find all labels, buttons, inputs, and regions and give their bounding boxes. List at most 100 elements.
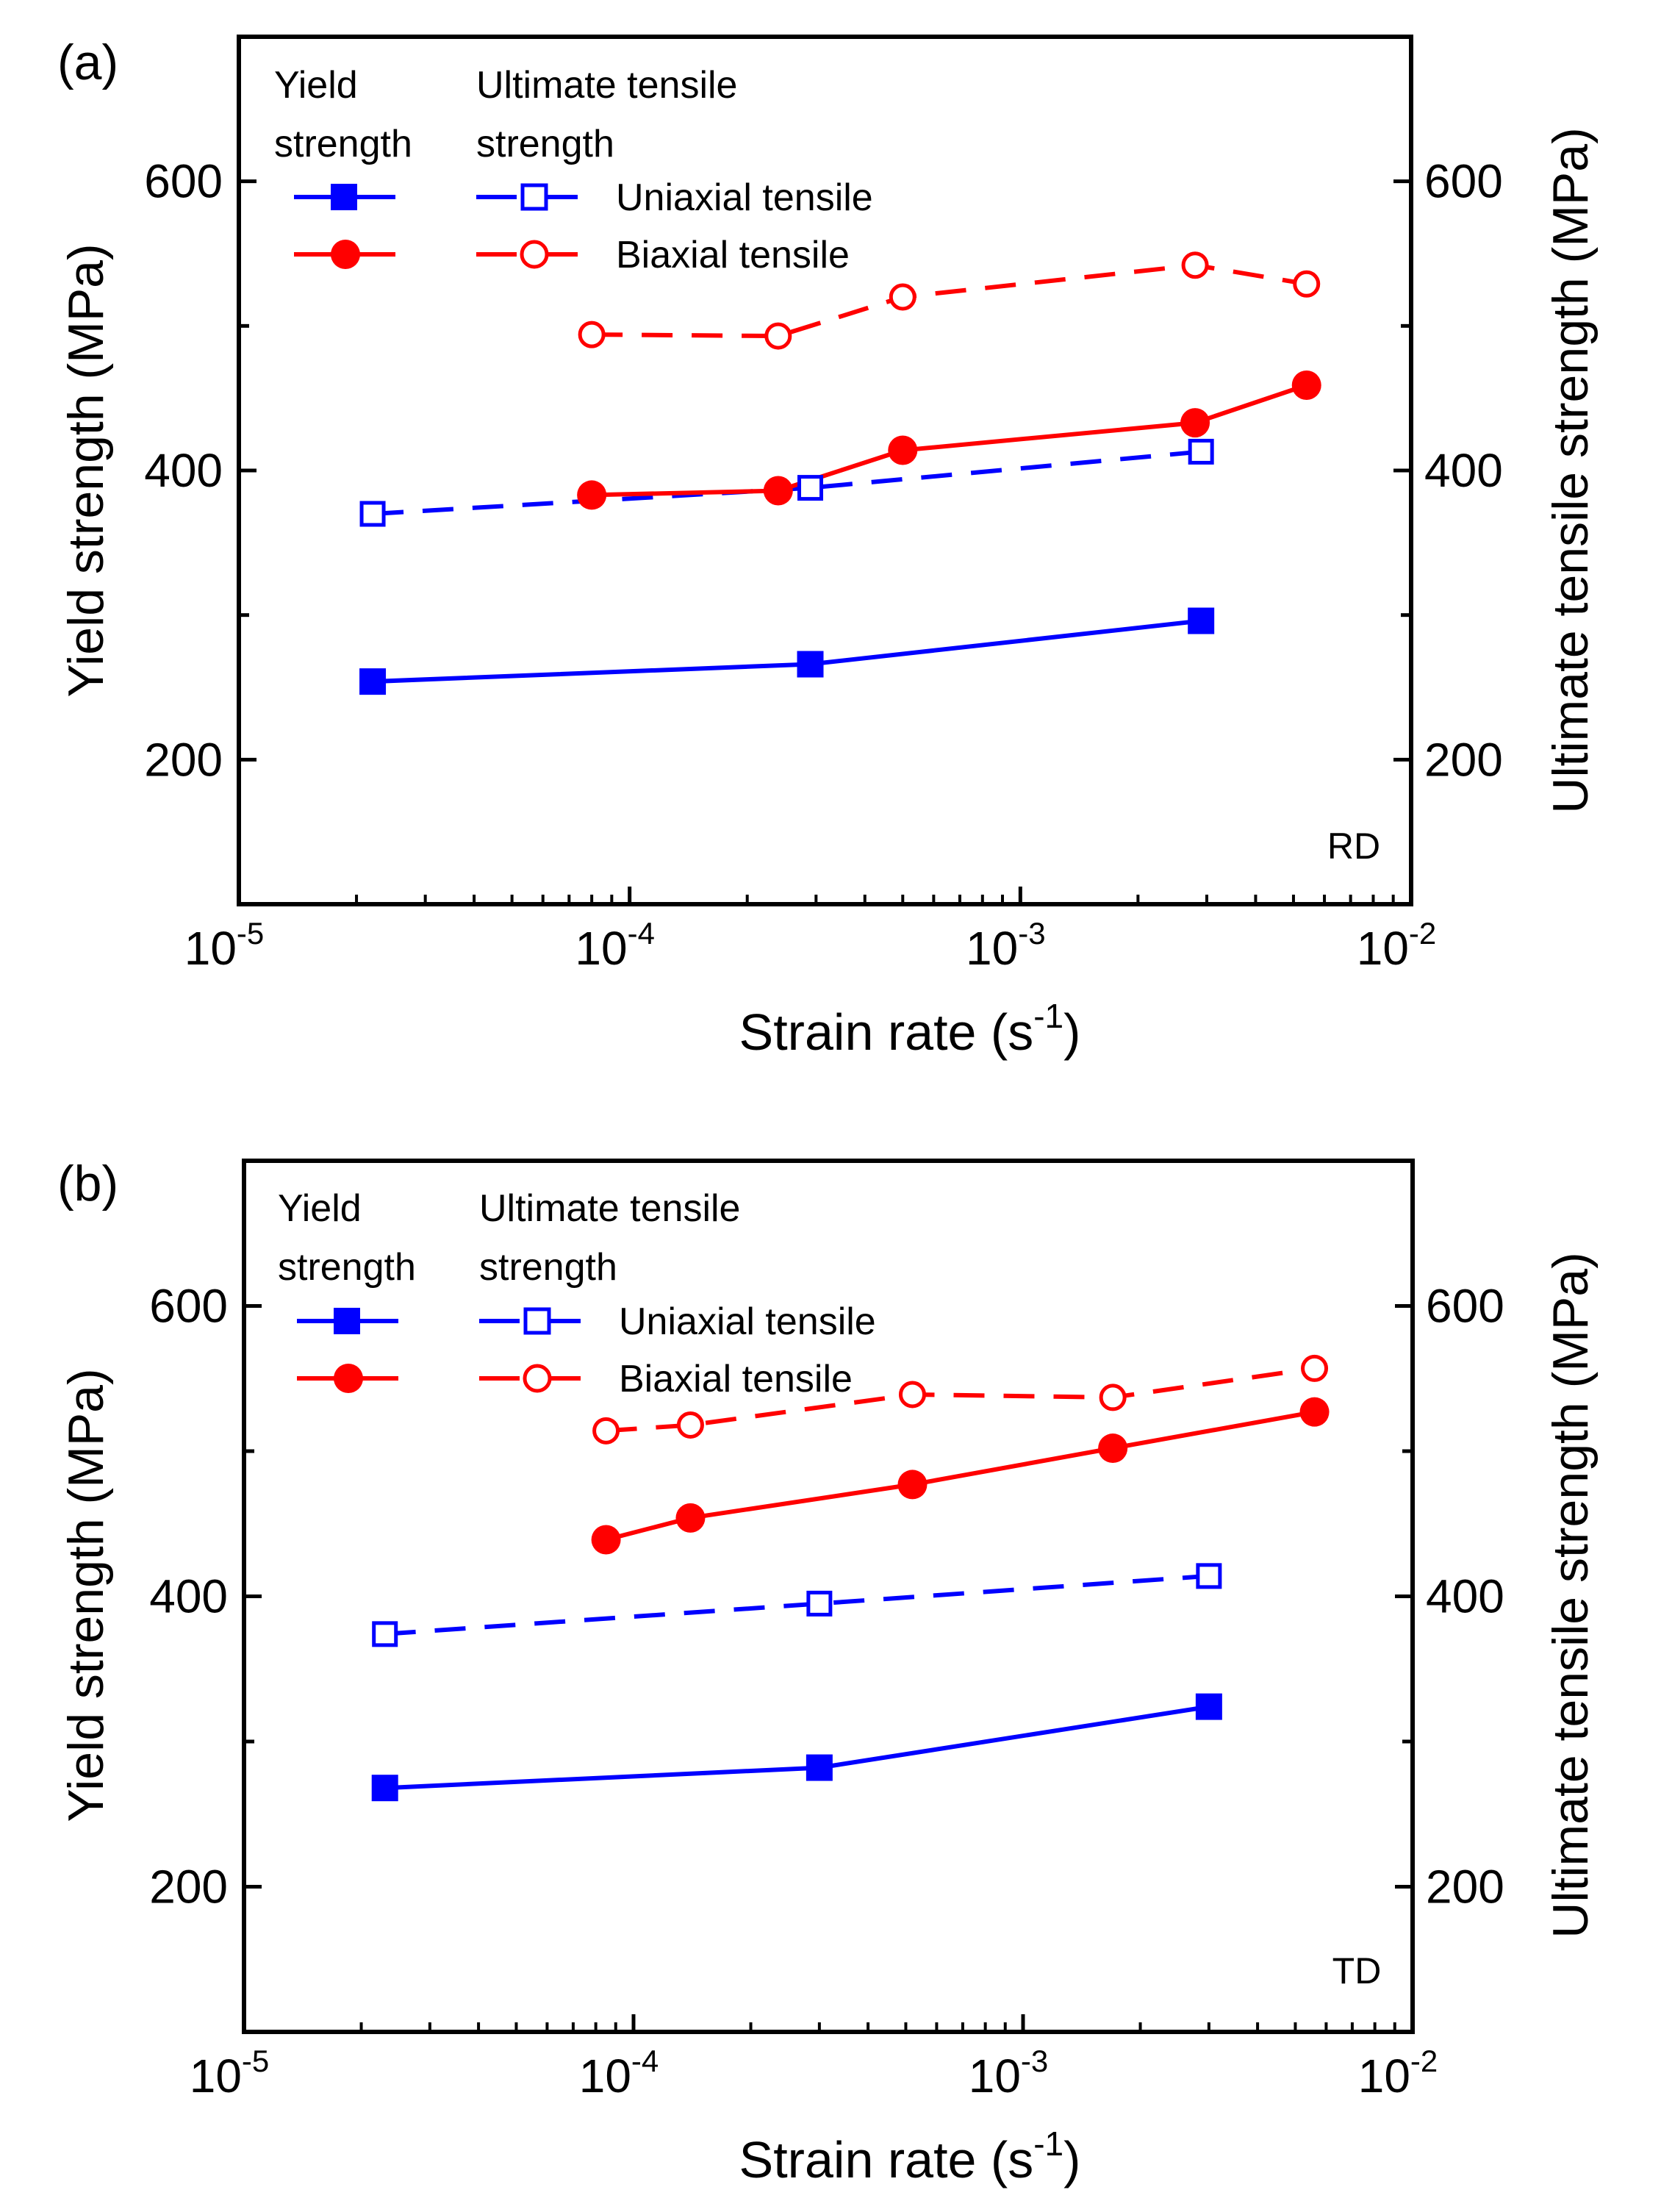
data-point [359, 668, 387, 695]
series-line [372, 449, 1202, 516]
data-point [577, 480, 607, 510]
data-point [676, 1411, 704, 1439]
data-point [372, 1621, 398, 1647]
data-point [1098, 1433, 1128, 1464]
x-axis-label: Strain rate (s-1) [739, 997, 1081, 1061]
legend-col2-line2: strength [476, 123, 614, 165]
y-tick-label: 400 [149, 1570, 228, 1623]
data-point [1299, 1397, 1330, 1427]
y2-tick-label: 200 [1426, 1861, 1504, 1914]
x-axis-label: Strain rate (s-1) [739, 2125, 1081, 2188]
data-point [797, 651, 824, 678]
legend-label-biaxial: Biaxial tensile [619, 1358, 853, 1400]
series-line [384, 1704, 1210, 1791]
data-point [806, 1754, 833, 1781]
y-tick-label: 400 [144, 444, 223, 497]
y-axis-label: Yield strength (MPa) [58, 243, 114, 697]
data-point [371, 1775, 398, 1802]
plot-layer [359, 251, 1321, 695]
legend-col1-line2: strength [278, 1246, 416, 1289]
y2-tick-label: 600 [1424, 155, 1503, 208]
y-tick-label: 600 [144, 155, 223, 208]
legend: Yield strength Ultimate tensile strength… [274, 64, 873, 276]
y-tick-label: 200 [149, 1861, 228, 1914]
x-tick-label: 10-2 [1358, 2044, 1438, 2102]
x-tick-label: 10-5 [190, 2044, 270, 2102]
series-line [384, 1573, 1210, 1636]
y2-tick-label: 400 [1424, 444, 1503, 497]
x-axis-label-main: Strain rate (s [739, 1003, 1034, 1061]
legend-col2-line1: Ultimate tensile [479, 1187, 740, 1230]
x-tick-label: 10-3 [969, 2044, 1049, 2102]
y2-tick-label: 200 [1424, 733, 1503, 786]
data-point [591, 1525, 621, 1555]
data-point [797, 475, 824, 501]
x-tick-label: 10-3 [966, 916, 1046, 975]
series-line [372, 618, 1202, 684]
data-point [1293, 270, 1321, 298]
legend-marker-uniaxial-uts [520, 183, 548, 211]
data-point [1195, 1693, 1222, 1720]
data-point [806, 1590, 833, 1617]
x-axis-label-sup: -1 [1033, 2125, 1063, 2163]
data-point [1291, 370, 1321, 400]
data-point [675, 1503, 706, 1533]
panel-label: (a) [57, 35, 118, 90]
x-axis-label-sup: -1 [1033, 997, 1063, 1035]
legend-marker-biaxial-uts [523, 1364, 552, 1393]
legend-marker-biaxial-yield [331, 240, 360, 269]
legend-col1-line1: Yield [278, 1187, 362, 1230]
data-point [1188, 607, 1215, 634]
data-point [1301, 1354, 1329, 1382]
x-tick-label: 10-4 [579, 2044, 659, 2102]
legend-marker-biaxial-uts [520, 240, 549, 269]
data-point [1196, 1563, 1222, 1589]
legend: Yield strength Ultimate tensile strength… [278, 1187, 876, 1400]
series-line [605, 1409, 1316, 1542]
direction-annotation: TD [1332, 1950, 1382, 1991]
data-point [898, 1381, 926, 1409]
legend-marker-uniaxial-yield [331, 184, 357, 210]
y2-tick-label: 400 [1426, 1570, 1504, 1623]
y-axis-label: Yield strength (MPa) [58, 1368, 114, 1822]
legend-label-uniaxial: Uniaxial tensile [616, 176, 873, 219]
data-point [578, 321, 606, 348]
panel-label: (b) [57, 1156, 118, 1211]
legend-marker-uniaxial-yield [334, 1308, 360, 1334]
data-point [1180, 408, 1210, 438]
data-point [1099, 1384, 1127, 1411]
data-point [763, 476, 793, 506]
plot-layer [371, 1354, 1330, 1802]
plot-frame [237, 35, 1413, 906]
x-tick-label: 10-2 [1357, 916, 1437, 975]
data-point [1181, 251, 1209, 279]
legend-col2-line2: strength [479, 1246, 617, 1289]
legend-label-biaxial: Biaxial tensile [616, 234, 850, 276]
direction-annotation: RD [1327, 826, 1380, 867]
y-tick-label: 600 [149, 1280, 228, 1333]
legend-col2-line1: Ultimate tensile [476, 64, 737, 107]
x-axis-label-main: Strain rate (s [739, 2131, 1034, 2188]
legend-col1-line1: Yield [274, 64, 358, 107]
axes-layer: 200 200 400 400 600 600 10-5 10-4 10-3 10-2 [149, 1280, 1504, 2103]
data-point [764, 322, 792, 350]
legend-col1-line2: strength [274, 123, 412, 165]
legend-marker-biaxial-yield [334, 1364, 363, 1393]
data-point [889, 283, 916, 311]
panel-a: (a) 200 200 400 400 600 600 10-5 10-4 10-3 10-2 Y… [57, 35, 1599, 1061]
legend-label-uniaxial: Uniaxial tensile [619, 1300, 876, 1343]
axes-layer: 200 200 400 400 600 600 10-5 10-4 10-3 10-2 [144, 155, 1503, 975]
data-point [888, 435, 918, 465]
x-tick-label: 10-5 [184, 916, 265, 975]
y-tick-label: 200 [144, 733, 223, 786]
y2-axis-label: Ultimate tensile strength (MPa) [1543, 1252, 1599, 1938]
legend-marker-uniaxial-uts [523, 1307, 551, 1335]
data-point [897, 1470, 928, 1500]
x-axis-label-end: ) [1063, 2131, 1080, 2188]
y2-axis-label: Ultimate tensile strength (MPa) [1543, 127, 1599, 813]
panel-b: (b) 200 200 400 400 600 600 10-5 10-4 10-3 10-2 Y… [57, 1156, 1599, 2188]
x-tick-label: 10-4 [575, 916, 655, 975]
y2-tick-label: 600 [1426, 1280, 1504, 1333]
data-point [592, 1417, 620, 1445]
